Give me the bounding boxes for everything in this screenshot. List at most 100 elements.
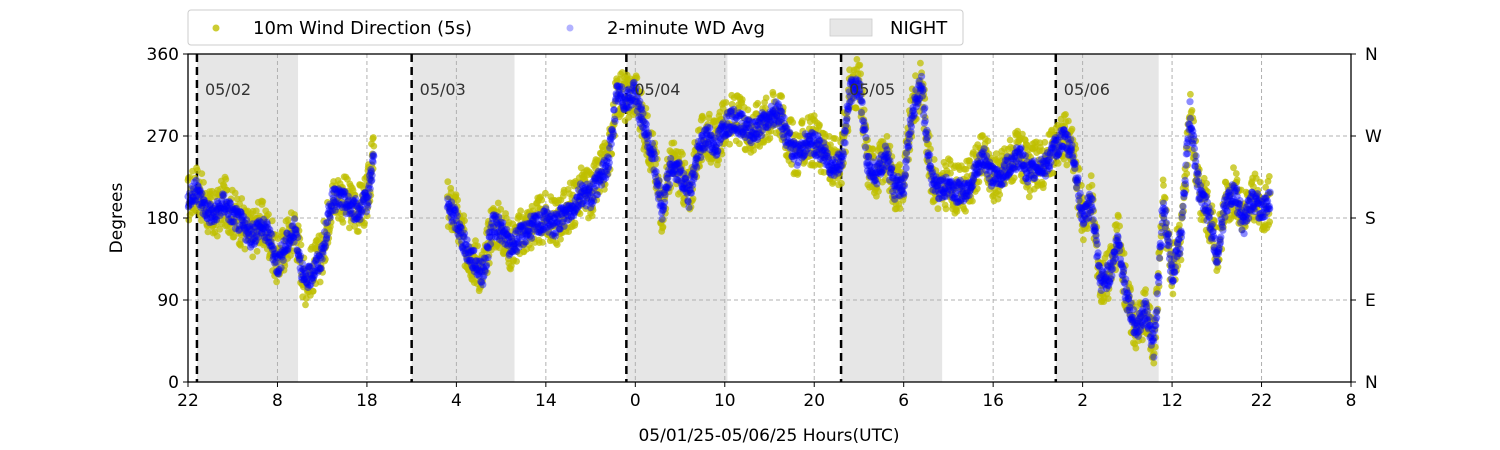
wd-5s-point — [513, 258, 520, 265]
wd-avg-point — [1190, 145, 1198, 153]
wd-5s-point — [268, 217, 276, 225]
wd-5s-point — [228, 228, 236, 235]
wd-avg-point — [1109, 265, 1117, 273]
wd-5s-point — [820, 169, 828, 176]
wd-5s-point — [485, 251, 493, 259]
wd-avg-point — [918, 72, 926, 80]
wd-5s-point — [762, 104, 769, 112]
wd-avg-point — [926, 151, 934, 159]
wd-avg-point — [365, 192, 373, 200]
wd-avg-point — [901, 172, 909, 180]
wd-5s-point — [538, 196, 546, 204]
wd-5s-point — [319, 268, 326, 276]
wd-avg-point — [366, 185, 374, 193]
wd-avg-point — [919, 85, 927, 93]
wd-5s-point — [642, 140, 650, 148]
wd-5s-point — [766, 135, 774, 142]
wd-avg-point — [1217, 233, 1225, 241]
wd-avg-point — [907, 123, 916, 131]
wd-5s-point — [367, 192, 375, 199]
wd-5s-point — [659, 223, 667, 231]
wd-avg-point — [605, 159, 613, 167]
wd-5s-point — [268, 240, 275, 248]
wd-avg-point — [460, 229, 469, 237]
wd-5s-point — [259, 198, 267, 206]
wd-5s-point — [485, 259, 493, 267]
wd-avg-point — [1122, 275, 1130, 283]
wd-avg-point — [1221, 213, 1229, 221]
wd-5s-point — [557, 235, 564, 243]
wd-avg-point — [1129, 306, 1137, 314]
wd-5s-point — [361, 219, 368, 227]
wd-5s-point — [453, 203, 461, 210]
wd-avg-point — [888, 163, 896, 171]
wd-5s-point — [241, 245, 249, 253]
wd-5s-point — [542, 203, 550, 211]
wd-5s-point — [728, 100, 736, 108]
wd-avg-point — [1192, 152, 1200, 160]
wd-avg-point — [652, 168, 660, 176]
wd-avg-point — [603, 171, 611, 179]
wd-5s-point — [1062, 111, 1069, 118]
wd-avg-point — [841, 139, 849, 147]
wd-avg-point — [691, 171, 699, 179]
wd-5s-point — [1160, 182, 1167, 189]
wd-avg-point — [1143, 307, 1151, 315]
wd-5s-point — [838, 180, 845, 187]
wd-avg-point — [368, 171, 376, 179]
wd-5s-point — [784, 145, 792, 153]
wd-avg-point — [326, 214, 334, 222]
wd-5s-point — [696, 126, 704, 134]
wd-5s-point — [586, 180, 594, 188]
wd-5s-point — [1183, 170, 1191, 178]
wd-avg-point — [689, 181, 697, 189]
wd-5s-point — [351, 191, 359, 199]
wd-avg-point — [1108, 272, 1116, 280]
wd-avg-point — [607, 140, 615, 148]
wd-5s-point — [727, 130, 735, 137]
wd-5s-point — [875, 188, 882, 195]
wd-5s-point — [769, 91, 777, 99]
wd-5s-point — [601, 186, 608, 193]
wd-5s-point — [857, 70, 864, 78]
wd-5s-point — [494, 199, 502, 207]
wd-5s-point — [655, 177, 663, 185]
wd-5s-point — [705, 110, 713, 118]
wd-5s-point — [200, 179, 207, 186]
wd-5s-point — [231, 189, 239, 197]
wd-5s-point — [1104, 295, 1112, 302]
wd-5s-point — [282, 237, 289, 245]
wd-5s-point — [196, 184, 204, 192]
wd-5s-point — [1054, 159, 1062, 167]
wd-5s-point — [563, 208, 571, 216]
wd-avg-point — [969, 182, 977, 190]
wd-5s-point — [227, 195, 235, 203]
wd-5s-point — [984, 137, 992, 145]
wd-5s-point — [1115, 213, 1122, 221]
wd-5s-point — [1006, 136, 1014, 144]
wd-5s-point — [796, 132, 804, 140]
wd-avg-point — [1088, 195, 1096, 203]
wd-5s-point — [370, 142, 378, 150]
wd-avg-point — [658, 215, 666, 223]
wd-5s-point — [637, 124, 644, 131]
wd-5s-point — [589, 206, 597, 214]
wd-avg-point — [1183, 150, 1192, 158]
wd-avg-point — [1194, 170, 1202, 178]
wd-avg-point — [687, 189, 696, 197]
wd-avg-point — [661, 198, 669, 206]
wd-avg-point — [1186, 98, 1194, 106]
wd-5s-point — [633, 74, 641, 82]
wd-avg-point — [905, 142, 913, 150]
wd-5s-point — [689, 185, 696, 193]
wd-5s-point — [675, 178, 683, 185]
wd-5s-point — [660, 216, 667, 224]
wd-5s-point — [714, 129, 722, 137]
wd-5s-point — [300, 254, 308, 262]
wd-5s-point — [1256, 178, 1264, 186]
wd-5s-point — [962, 207, 969, 215]
wd-5s-point — [213, 232, 221, 240]
wd-avg-point — [482, 261, 491, 269]
wd-5s-point — [296, 235, 304, 243]
wd-avg-point — [323, 231, 331, 239]
